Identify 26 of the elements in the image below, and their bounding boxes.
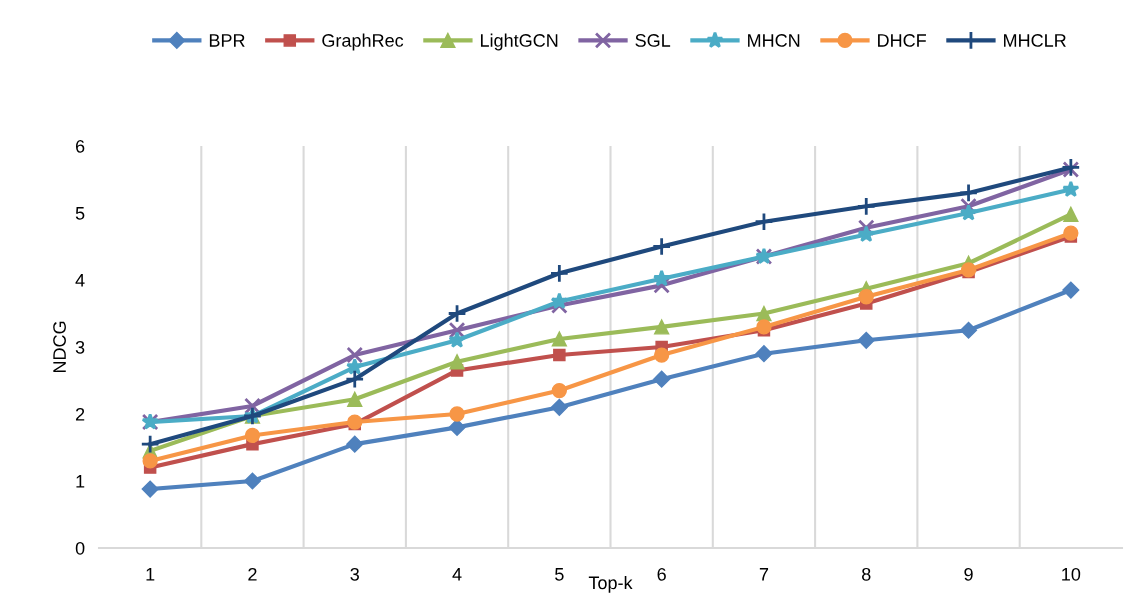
x-tick-label: 10 bbox=[1062, 567, 1081, 581]
x-tick-label: 1 bbox=[146, 568, 155, 581]
legend-label: BPR bbox=[209, 34, 245, 47]
legend-label: MHCLR bbox=[1004, 34, 1066, 47]
x-axis-title: Top-k bbox=[588, 575, 633, 593]
x-tick-label: 3 bbox=[350, 567, 359, 581]
y-tick-label: 5 bbox=[75, 207, 85, 220]
x-tick-label: 2 bbox=[248, 567, 257, 581]
legend-label: LightGCN bbox=[480, 33, 558, 51]
x-tick-label: 5 bbox=[555, 568, 564, 581]
y-axis-title: NDCG bbox=[53, 321, 66, 373]
y-tick-label: 2 bbox=[75, 407, 85, 421]
y-tick-label: 3 bbox=[75, 340, 85, 354]
x-tick-label: 9 bbox=[964, 567, 973, 581]
y-tick-label: 6 bbox=[75, 139, 85, 153]
legend-label: DHCF bbox=[878, 34, 926, 47]
x-tick-label: 4 bbox=[452, 568, 462, 581]
x-tick-label: 8 bbox=[862, 567, 871, 581]
legend-label: GraphRec bbox=[322, 33, 404, 51]
legend-label: MHCN bbox=[748, 34, 800, 47]
legend-label: SGL bbox=[635, 34, 671, 47]
y-tick-label: 1 bbox=[76, 475, 85, 488]
x-tick-label: 6 bbox=[657, 567, 666, 581]
y-tick-label: 4 bbox=[75, 274, 85, 287]
x-tick-label: 7 bbox=[759, 568, 769, 581]
y-tick-label: 0 bbox=[75, 541, 85, 555]
